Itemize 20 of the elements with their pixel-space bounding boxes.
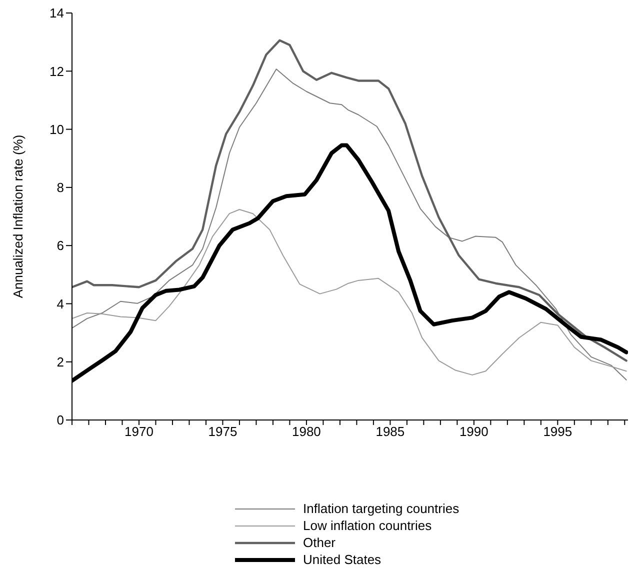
legend-label: United States [303,551,382,568]
x-tick-label: 1975 [208,424,238,440]
y-axis-title: Annualized Inflation rate (%) [10,134,26,298]
y-tick-label: 4 [56,296,64,312]
line-series [72,209,627,376]
x-tick-label: 1970 [124,424,154,440]
y-tick-label: 0 [56,412,64,428]
legend-label: Other [303,534,336,551]
y-tick-label: 14 [50,6,64,21]
y-tick-label: 6 [56,238,64,254]
x-tick-label: 1995 [543,424,572,440]
y-tick-label: 10 [50,122,64,137]
y-tick-label: 12 [50,64,64,79]
x-tick-label: 1990 [459,424,488,440]
x-tick-label: 1980 [292,424,321,440]
x-tick-label: 1985 [376,424,405,440]
y-tick-label: 2 [56,354,64,370]
y-tick-label: 8 [56,180,64,196]
legend-label: Low inflation countries [303,517,432,534]
legend-label: Inflation targeting countries [303,500,460,517]
